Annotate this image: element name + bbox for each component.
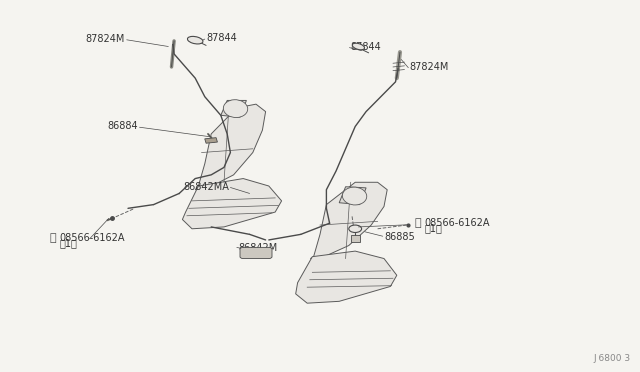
Polygon shape [182, 179, 282, 229]
Ellipse shape [188, 36, 203, 44]
Text: 87824M: 87824M [410, 62, 449, 72]
Text: Ⓢ: Ⓢ [50, 233, 56, 243]
Text: 87844: 87844 [206, 33, 237, 43]
Text: 87844: 87844 [351, 42, 381, 51]
Text: Ⓢ: Ⓢ [415, 218, 421, 228]
Polygon shape [195, 104, 266, 190]
Ellipse shape [352, 43, 365, 50]
Text: 86885: 86885 [384, 232, 415, 242]
Polygon shape [221, 100, 246, 117]
Ellipse shape [342, 187, 367, 205]
FancyBboxPatch shape [240, 247, 272, 259]
Text: J 6800 3: J 6800 3 [593, 354, 630, 363]
Polygon shape [339, 187, 366, 205]
Text: 86842M: 86842M [238, 243, 277, 253]
Polygon shape [310, 182, 387, 259]
Bar [351, 235, 360, 242]
Text: 87824M: 87824M [85, 34, 125, 44]
Bar [205, 138, 218, 143]
Text: 08566-6162A: 08566-6162A [424, 218, 490, 228]
Text: （1）: （1） [60, 239, 77, 248]
Polygon shape [296, 251, 397, 303]
Text: （1）: （1） [424, 224, 442, 233]
Text: 86842MA: 86842MA [183, 182, 229, 192]
Text: 86884: 86884 [107, 122, 138, 131]
Ellipse shape [223, 100, 248, 118]
Text: 08566-6162A: 08566-6162A [60, 233, 125, 243]
